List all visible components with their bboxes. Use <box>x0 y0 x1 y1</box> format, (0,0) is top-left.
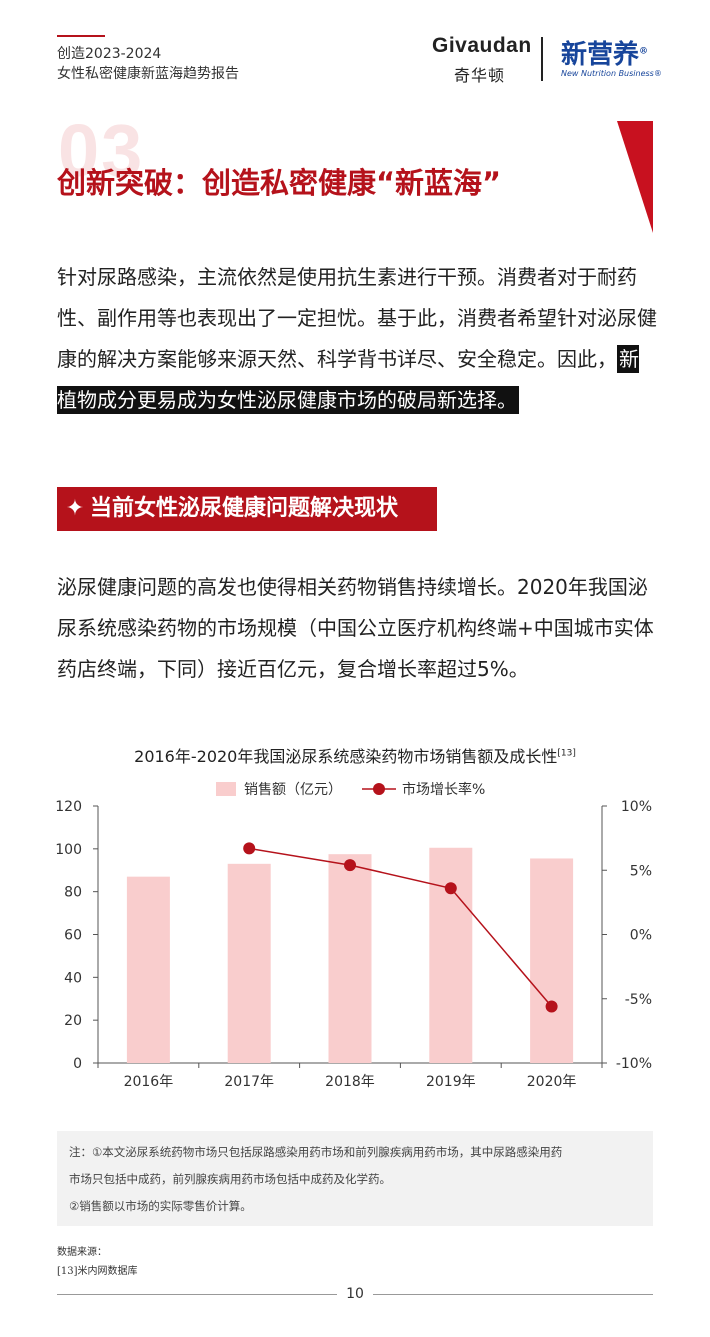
section-title: 创新突破：创造私密健康“新蓝海” <box>57 166 502 200</box>
left-tick-label: 60 <box>64 928 82 944</box>
left-tick-label: 0 <box>73 1056 82 1072</box>
x-tick-label: 2017年 <box>224 1074 274 1090</box>
note-box: 注：①本文泌尿系统药物市场只包括尿路感染用药市场和前列腺疾病用药市场，其中尿路感… <box>57 1131 653 1226</box>
growth-rate-point <box>444 882 457 895</box>
x-tick-label: 2016年 <box>124 1074 174 1090</box>
section-number: 03 <box>58 109 145 192</box>
x-tick-label: 2019年 <box>426 1074 476 1090</box>
growth-rate-point <box>344 859 356 872</box>
growth-rate-line <box>249 847 553 1007</box>
chart-title-ref: [13] <box>557 748 576 759</box>
right-tick-label: 0% <box>630 928 652 944</box>
sales-bar <box>429 847 473 1063</box>
new-nutrition-logo-text: 新营养 <box>561 40 640 70</box>
growth-rate-point <box>243 842 256 855</box>
legend-line-marker <box>373 783 385 795</box>
new-nutrition-logo: 新营养® <box>561 34 648 71</box>
givaudan-logo: Givaudan <box>432 34 532 57</box>
paragraph-market-size: 泌尿健康问题的高发也使得相关药物销售持续增长。2020年我国泌尿系统感染药物的市… <box>57 575 654 681</box>
sales-bar <box>126 876 170 1063</box>
chart-title-text: 2016年-2020年我国泌尿系统感染药物市场销售额及成长性 <box>134 747 558 766</box>
right-tick-label: -5% <box>625 992 652 1008</box>
registered-mark: ® <box>639 46 649 57</box>
note-line-1: 注：①本文泌尿系统药物市场只包括尿路感染用药市场和前列腺疾病用药市场，其中尿路感… <box>69 1145 563 1159</box>
left-tick-label: 120 <box>55 799 82 815</box>
paragraph-antibiotics-text: 针对尿路感染，主流依然是使用抗生素进行干预。消费者对于耐药性、副作用等也表现出了… <box>57 265 657 371</box>
page-number: 10 <box>346 1286 364 1302</box>
left-tick-label: 100 <box>55 842 82 858</box>
right-tick-label: -10% <box>616 1056 652 1072</box>
report-title-label: 女性私密健康新蓝海趋势报告 <box>57 66 239 82</box>
footer-rule-left <box>57 1294 337 1295</box>
decorative-ribbon <box>617 121 653 233</box>
sparkle-icon: ✦ <box>65 496 85 521</box>
subsection-heading: ✦ 当前女性泌尿健康问题解决现状 <box>57 487 437 531</box>
x-tick-label: 2018年 <box>325 1074 375 1090</box>
note-line-3: ②销售额以市场的实际零售价计算。 <box>69 1199 252 1213</box>
paragraph-antibiotics: 针对尿路感染，主流依然是使用抗生素进行干预。消费者对于耐药性、副作用等也表现出了… <box>57 257 657 421</box>
source-label: 数据来源： <box>57 1247 107 1258</box>
growth-rate-point <box>545 1000 558 1013</box>
left-tick-label: 20 <box>64 1013 82 1029</box>
left-tick-label: 80 <box>64 885 82 901</box>
chart-title: 2016年-2020年我国泌尿系统感染药物市场销售额及成长性[13] <box>0 743 710 767</box>
source-item: [13]米内网数据库 <box>57 1266 138 1277</box>
sales-bar <box>328 854 372 1063</box>
givaudan-logo-cn: 奇华顿 <box>454 66 506 85</box>
sales-growth-chart: 0 20 40 60 80 100 120 -10% -5% 0% 5% 10% 2016年 2017年 2… <box>55 781 652 1090</box>
legend-bar-swatch <box>216 782 236 796</box>
right-tick-label: 10% <box>621 799 652 815</box>
footer-rule-right <box>373 1294 653 1295</box>
x-tick-label: 2020年 <box>527 1074 577 1090</box>
left-tick-label: 40 <box>64 970 82 986</box>
subsection-title: 当前女性泌尿健康问题解决现状 <box>90 496 399 521</box>
note-line-2: 市场只包括中成药，前列腺疾病用药市场包括中成药及化学药。 <box>69 1172 391 1186</box>
report-series-label: 创造2023-2024 <box>57 46 162 62</box>
sales-bar <box>530 858 574 1063</box>
logo-divider <box>541 37 543 81</box>
legend-bar-label: 销售额（亿元） <box>244 782 342 798</box>
new-nutrition-logo-en: New Nutrition Business® <box>561 69 662 78</box>
right-tick-label: 5% <box>630 863 652 879</box>
sales-bar <box>227 863 271 1063</box>
legend-line-label: 市场增长率% <box>402 781 485 798</box>
header-accent-line <box>57 35 105 37</box>
